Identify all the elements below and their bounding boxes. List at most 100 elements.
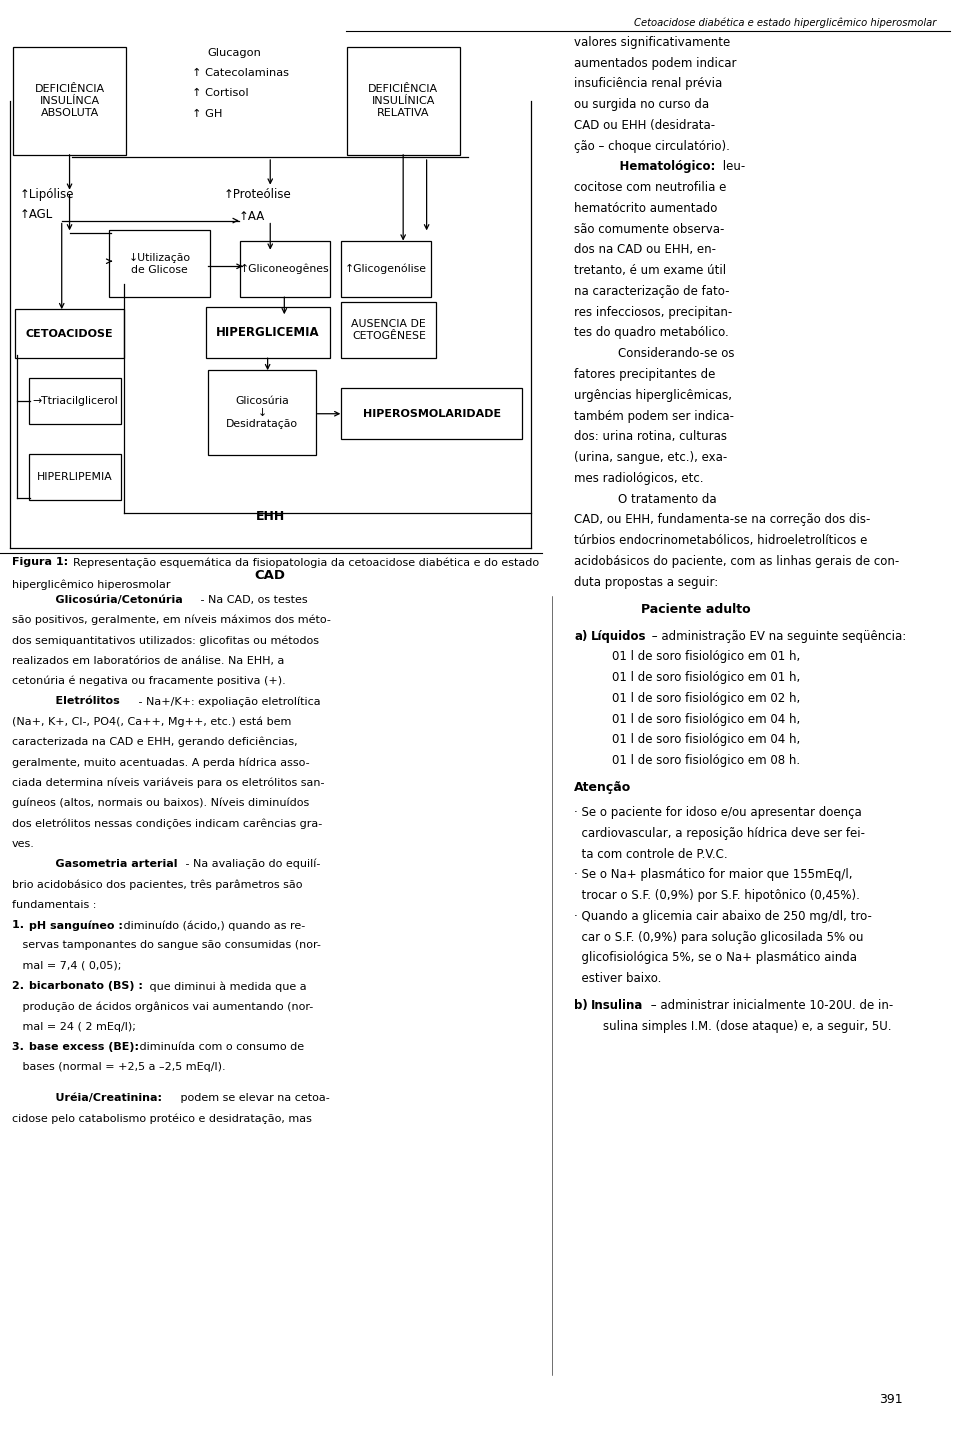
Text: base excess (BE):: base excess (BE):: [29, 1042, 139, 1053]
Text: CAD, ou EHH, fundamenta-se na correção dos dis-: CAD, ou EHH, fundamenta-se na correção d…: [574, 513, 871, 527]
Text: caracterizada na CAD e EHH, gerando deficiências,: caracterizada na CAD e EHH, gerando defi…: [12, 737, 298, 748]
Text: Figura 1:: Figura 1:: [12, 557, 67, 567]
Text: dos semiquantitativos utilizados: glicofitas ou métodos: dos semiquantitativos utilizados: glicof…: [12, 636, 319, 646]
Text: CAD: CAD: [254, 569, 286, 581]
Text: glicofisiológica 5%, se o Na+ plasmático ainda: glicofisiológica 5%, se o Na+ plasmático…: [574, 951, 857, 965]
Text: ↑ Cortisol: ↑ Cortisol: [192, 89, 249, 99]
FancyBboxPatch shape: [15, 309, 124, 358]
Text: Representação esquemática da fisiopatologia da cetoacidose diabética e do estado: Representação esquemática da fisiopatolo…: [73, 557, 540, 567]
FancyBboxPatch shape: [109, 231, 209, 298]
Text: Atenção: Atenção: [574, 782, 632, 795]
Text: ↑Gliconeogênes: ↑Gliconeogênes: [240, 263, 329, 274]
FancyBboxPatch shape: [205, 306, 329, 358]
Text: 01 l de soro fisiológico em 01 h,: 01 l de soro fisiológico em 01 h,: [612, 672, 801, 684]
Text: - Na+/K+: expoliação eletrolítica: - Na+/K+: expoliação eletrolítica: [135, 696, 321, 707]
Text: brio acidobásico dos pacientes, três parâmetros são: brio acidobásico dos pacientes, três par…: [12, 879, 302, 889]
Text: pH sanguíneo :: pH sanguíneo :: [29, 919, 123, 931]
Text: O tratamento da: O tratamento da: [603, 493, 716, 505]
Text: fatores precipitantes de: fatores precipitantes de: [574, 368, 715, 381]
Text: estiver baixo.: estiver baixo.: [574, 972, 661, 985]
FancyBboxPatch shape: [29, 454, 121, 501]
Text: tes do quadro metabólico.: tes do quadro metabólico.: [574, 326, 729, 339]
FancyBboxPatch shape: [342, 241, 431, 298]
Text: valores significativamente: valores significativamente: [574, 36, 731, 49]
Text: cardiovascular, a reposição hídrica deve ser fei-: cardiovascular, a reposição hídrica deve…: [574, 826, 865, 841]
Text: 3.: 3.: [12, 1042, 27, 1053]
Text: Glicosúria/Cetonúria: Glicosúria/Cetonúria: [40, 594, 183, 604]
Text: 01 l de soro fisiológico em 02 h,: 01 l de soro fisiológico em 02 h,: [612, 692, 801, 705]
Text: dos na CAD ou EHH, en-: dos na CAD ou EHH, en-: [574, 243, 716, 256]
Text: Considerando-se os: Considerando-se os: [603, 347, 734, 361]
Text: ↑AGL: ↑AGL: [20, 208, 53, 221]
Text: CAD ou EHH (desidrata-: CAD ou EHH (desidrata-: [574, 119, 715, 132]
Text: produção de ácidos orgânicos vai aumentando (nor-: produção de ácidos orgânicos vai aumenta…: [12, 1001, 313, 1012]
Text: cocitose com neutrofilia e: cocitose com neutrofilia e: [574, 180, 727, 195]
Text: Eletrólitos: Eletrólitos: [40, 696, 120, 706]
Text: EHH: EHH: [255, 510, 285, 523]
Text: – administração EV na seguinte seqüência:: – administração EV na seguinte seqüência…: [648, 630, 906, 643]
Text: ↑ GH: ↑ GH: [192, 109, 223, 119]
Text: Gasometria arterial: Gasometria arterial: [40, 859, 178, 869]
Text: 01 l de soro fisiológico em 04 h,: 01 l de soro fisiológico em 04 h,: [612, 713, 801, 726]
Text: Paciente adulto: Paciente adulto: [641, 603, 751, 616]
Text: duta propostas a seguir:: duta propostas a seguir:: [574, 576, 718, 589]
FancyBboxPatch shape: [347, 47, 460, 155]
Text: mes radiológicos, etc.: mes radiológicos, etc.: [574, 471, 704, 485]
Text: tretanto, é um exame útil: tretanto, é um exame útil: [574, 263, 726, 278]
Text: ↑Glicogenólise: ↑Glicogenólise: [346, 263, 427, 274]
Text: DEFICIÊNCIA
INSULÍNICA
RELATIVA: DEFICIÊNCIA INSULÍNICA RELATIVA: [368, 84, 438, 117]
Text: urgências hiperglicêmicas,: urgências hiperglicêmicas,: [574, 388, 732, 402]
Text: HIPEROSMOLARIDADE: HIPEROSMOLARIDADE: [363, 408, 501, 418]
Text: servas tamponantes do sangue são consumidas (nor-: servas tamponantes do sangue são consumi…: [12, 941, 321, 951]
Text: hiperglicêmico hiperosmolar: hiperglicêmico hiperosmolar: [12, 579, 170, 590]
Text: res infecciosos, precipitan-: res infecciosos, precipitan-: [574, 305, 732, 319]
Text: podem se elevar na cetoa-: podem se elevar na cetoa-: [177, 1093, 329, 1103]
Text: 391: 391: [878, 1393, 902, 1406]
Text: HIPERGLICEMIA: HIPERGLICEMIA: [216, 326, 320, 339]
Text: ↑AA: ↑AA: [239, 211, 265, 223]
Text: 2.: 2.: [12, 981, 28, 991]
Text: hematócrito aumentado: hematócrito aumentado: [574, 202, 717, 215]
Text: DEFICIÊNCIA
INSULÍNCA
ABSOLUTA: DEFICIÊNCIA INSULÍNCA ABSOLUTA: [35, 84, 105, 117]
Text: Cetoacidose diabética e estado hiperglicêmico hiperosmolar: Cetoacidose diabética e estado hiperglic…: [634, 17, 936, 27]
Text: mal = 7,4 ( 0,05);: mal = 7,4 ( 0,05);: [12, 961, 121, 971]
Text: (urina, sangue, etc.), exa-: (urina, sangue, etc.), exa-: [574, 451, 728, 464]
FancyBboxPatch shape: [342, 388, 522, 440]
Text: túrbios endocrinometabólicos, hidroeletrolíticos e: túrbios endocrinometabólicos, hidroeletr…: [574, 534, 868, 547]
Text: 01 l de soro fisiológico em 04 h,: 01 l de soro fisiológico em 04 h,: [612, 733, 801, 746]
Text: ciada determina níveis variáveis para os eletrólitos san-: ciada determina níveis variáveis para os…: [12, 778, 324, 788]
Text: aumentados podem indicar: aumentados podem indicar: [574, 56, 736, 70]
Text: mal = 24 ( 2 mEq/l);: mal = 24 ( 2 mEq/l);: [12, 1021, 135, 1031]
Text: ↑Proteólise: ↑Proteólise: [224, 188, 291, 200]
Text: · Se o paciente for idoso e/ou apresentar doença: · Se o paciente for idoso e/ou apresenta…: [574, 806, 862, 819]
FancyBboxPatch shape: [208, 371, 317, 455]
Text: dos: urina rotina, culturas: dos: urina rotina, culturas: [574, 430, 727, 444]
Text: são positivos, geralmente, em níveis máximos dos méto-: são positivos, geralmente, em níveis máx…: [12, 614, 330, 626]
Text: Insulina: Insulina: [591, 1000, 644, 1012]
Text: - Na avaliação do equilí-: - Na avaliação do equilí-: [182, 859, 321, 869]
Text: bases (normal = +2,5 a –2,5 mEq/l).: bases (normal = +2,5 a –2,5 mEq/l).: [12, 1063, 226, 1073]
Text: - Na CAD, os testes: - Na CAD, os testes: [197, 594, 307, 604]
Text: diminuída com o consumo de: diminuída com o consumo de: [136, 1042, 304, 1053]
Text: 1.: 1.: [12, 919, 28, 929]
Text: fundamentais :: fundamentais :: [12, 899, 96, 909]
Text: ou surgida no curso da: ou surgida no curso da: [574, 97, 709, 112]
Text: CETOACIDOSE: CETOACIDOSE: [26, 329, 113, 339]
Text: 01 l de soro fisiológico em 08 h.: 01 l de soro fisiológico em 08 h.: [612, 755, 801, 768]
Text: insuficiência renal prévia: insuficiência renal prévia: [574, 77, 722, 90]
Text: que diminui à medida que a: que diminui à medida que a: [146, 981, 306, 991]
Text: bicarbonato (BS) :: bicarbonato (BS) :: [29, 981, 143, 991]
Text: (Na+, K+, Cl-, PO4(, Ca++, Mg++, etc.) está bem: (Na+, K+, Cl-, PO4(, Ca++, Mg++, etc.) e…: [12, 716, 291, 727]
Text: Uréia/Creatinina:: Uréia/Creatinina:: [40, 1093, 162, 1103]
Text: trocar o S.F. (0,9%) por S.F. hipotônico (0,45%).: trocar o S.F. (0,9%) por S.F. hipotônico…: [574, 889, 860, 902]
Text: · Se o Na+ plasmático for maior que 155mEq/l,: · Se o Na+ plasmático for maior que 155m…: [574, 868, 852, 882]
Text: →Ttriacilglicerol: →Ttriacilglicerol: [32, 397, 118, 407]
Text: dos eletrólitos nessas condições indicam carências gra-: dos eletrólitos nessas condições indicam…: [12, 818, 322, 829]
Text: realizados em laboratórios de análise. Na EHH, a: realizados em laboratórios de análise. N…: [12, 656, 284, 666]
FancyBboxPatch shape: [240, 241, 329, 298]
Text: b): b): [574, 1000, 588, 1012]
Text: ta com controle de P.V.C.: ta com controle de P.V.C.: [574, 848, 728, 861]
Text: Líquidos: Líquidos: [591, 630, 647, 643]
Text: ↓Utilização
de Glicose: ↓Utilização de Glicose: [129, 253, 190, 275]
Text: 01 l de soro fisiológico em 01 h,: 01 l de soro fisiológico em 01 h,: [612, 650, 801, 663]
